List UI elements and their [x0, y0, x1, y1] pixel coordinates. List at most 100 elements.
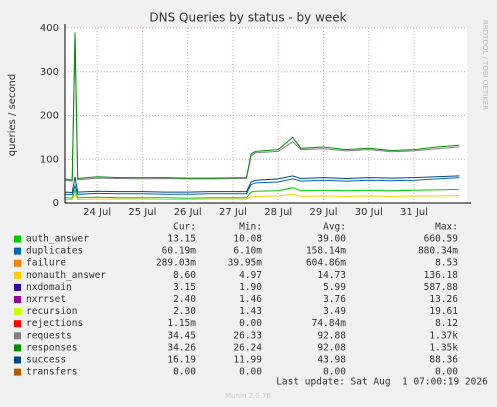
legend-swatch	[14, 344, 21, 352]
legend-swatch	[14, 247, 21, 255]
legend-stat: 289.03m	[156, 258, 196, 269]
legend-stat: 26.24	[233, 342, 262, 353]
legend-stat: 0.00	[239, 367, 262, 378]
legend-stat: 39.00	[317, 234, 346, 245]
legend-label: success	[26, 355, 66, 366]
y-tick-label: 0	[53, 198, 59, 209]
legend-stat: 1.90	[239, 282, 262, 293]
legend-stat: 19.61	[429, 306, 458, 317]
legend-header: Avg:	[323, 222, 346, 233]
legend-swatch	[14, 308, 21, 316]
legend-stat: 14.73	[317, 270, 346, 281]
y-tick-label: 400	[40, 23, 59, 34]
legend-stat: 0.00	[435, 367, 458, 378]
legend-swatch	[14, 320, 21, 328]
legend-stat: 11.99	[233, 355, 262, 366]
legend-label: requests	[26, 330, 72, 341]
legend-stat: 0.00	[323, 367, 346, 378]
legend-stat: 880.34m	[418, 246, 458, 257]
legend-stat: 26.33	[233, 330, 262, 341]
legend-stat: 2.40	[173, 294, 196, 305]
legend-swatch	[14, 296, 21, 303]
x-tick-label: 29 Jul	[310, 207, 338, 218]
legend-swatch	[14, 356, 21, 364]
legend-header: Cur:	[173, 222, 196, 233]
legend-stat: 39.95m	[228, 258, 263, 269]
chart-title: DNS Queries by status - by week	[149, 11, 346, 25]
legend-stat: 92.08	[317, 342, 346, 353]
legend-swatch	[14, 283, 21, 291]
legend-label: recursion	[26, 306, 77, 317]
legend-stat: 13.26	[429, 294, 458, 305]
legend-stat: 34.45	[167, 330, 196, 341]
legend-stat: 1.37k	[429, 330, 458, 341]
legend-stat: 13.15	[167, 234, 196, 245]
legend-stat: 3.49	[323, 306, 346, 317]
legend-label: nonauth_answer	[26, 270, 106, 281]
series-line	[65, 177, 460, 196]
legend-label: rejections	[26, 318, 83, 329]
legend-swatch	[14, 259, 21, 267]
x-tick-label: 26 Jul	[174, 207, 202, 218]
footer: Munin 2.0.76	[225, 392, 271, 400]
legend-stat: 8.60	[173, 270, 196, 281]
legend-swatch	[14, 271, 21, 279]
legend-stat: 0.00	[173, 367, 196, 378]
legend-label: duplicates	[26, 246, 83, 257]
legend-stat: 4.97	[239, 270, 262, 281]
legend-stat: 43.98	[317, 355, 346, 366]
legend-swatch	[14, 235, 21, 243]
legend-stat: 660.59	[424, 234, 459, 245]
y-axis-label: queries / second	[7, 74, 18, 156]
legend-header: Min:	[239, 222, 262, 233]
legend-label: failure	[26, 258, 66, 269]
legend-stat: 0.00	[239, 318, 262, 329]
legend-stat: 34.26	[167, 342, 196, 353]
legend-stat: 6.10m	[233, 246, 262, 257]
legend-swatch	[14, 368, 21, 376]
series-line	[65, 32, 460, 181]
legend-stat: 3.15	[173, 282, 196, 293]
legend-stat: 136.18	[424, 270, 459, 281]
legend-label: nxrrset	[26, 294, 66, 305]
legend-stat: 1.46	[239, 294, 262, 305]
legend-label: nxdomain	[26, 282, 72, 293]
legend-stat: 1.43	[239, 306, 262, 317]
series-line	[65, 193, 460, 201]
legend-stat: 3.76	[323, 294, 346, 305]
legend-stat: 16.19	[167, 355, 196, 366]
x-tick-label: 30 Jul	[355, 207, 383, 218]
x-tick-label: 28 Jul	[264, 207, 292, 218]
legend-stat: 1.35k	[429, 342, 458, 353]
x-tick-label: 25 Jul	[128, 207, 156, 218]
legend-stat: 8.12	[435, 318, 458, 329]
legend-label: transfers	[26, 367, 77, 378]
series-line	[65, 175, 460, 194]
legend-label: responses	[26, 342, 77, 353]
y-tick-label: 100	[40, 154, 59, 165]
legend-stat: 10.08	[233, 234, 262, 245]
legend-stat: 92.88	[317, 330, 346, 341]
legend-stat: 5.99	[323, 282, 346, 293]
x-tick-label: 24 Jul	[83, 207, 111, 218]
legend-stat: 88.36	[429, 355, 458, 366]
legend-stat: 74.84m	[312, 318, 347, 329]
legend-stat: 2.30	[173, 306, 196, 317]
last-update: Last update: Sat Aug 1 07:00:19 2026	[276, 377, 488, 388]
side-note: RRDTOOL / TOBI OETIKER	[481, 20, 489, 110]
legend-stat: 604.86m	[306, 258, 346, 269]
legend-stat: 587.88	[424, 282, 459, 293]
legend-swatch	[14, 332, 21, 340]
y-tick-label: 300	[40, 67, 59, 78]
series-line	[65, 187, 460, 199]
y-tick-label: 200	[40, 111, 59, 122]
x-tick-label: 27 Jul	[219, 207, 247, 218]
legend-header: Max:	[435, 222, 458, 233]
legend-stat: 8.53	[435, 258, 458, 269]
legend-stat: 60.19m	[162, 246, 197, 257]
x-tick-label: 31 Jul	[400, 207, 428, 218]
legend-stat: 1.15m	[167, 318, 196, 329]
legend-label: auth_answer	[26, 234, 89, 245]
legend-stat: 158.14m	[306, 246, 346, 257]
